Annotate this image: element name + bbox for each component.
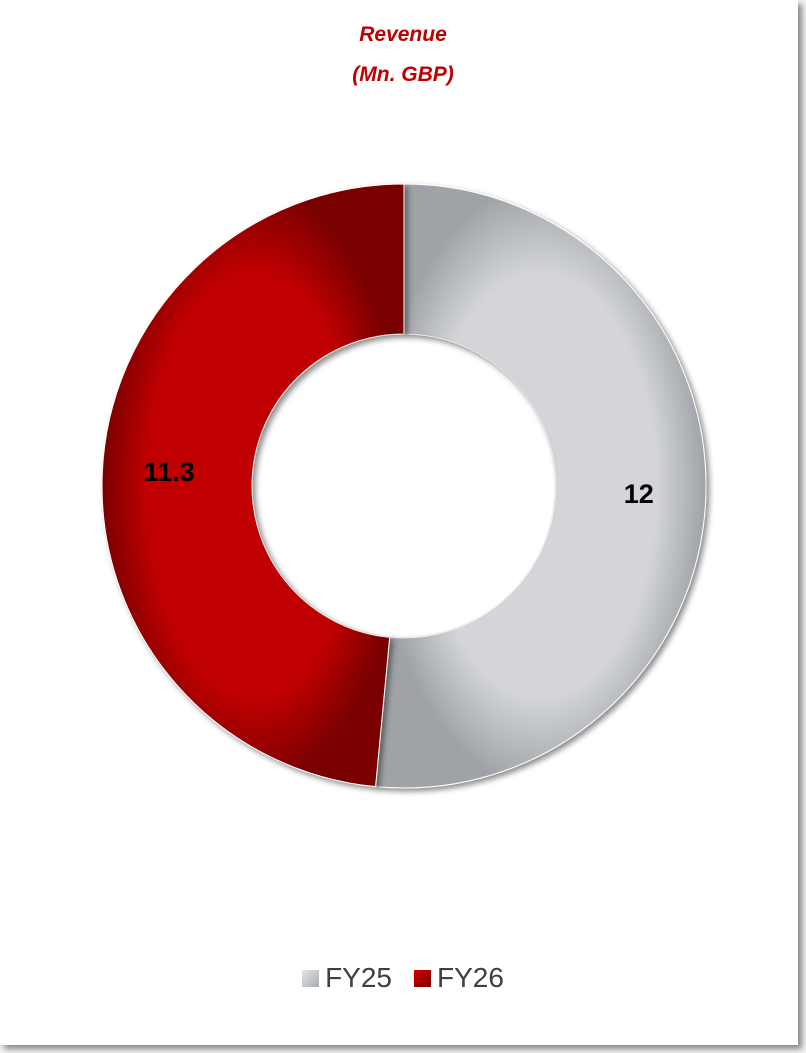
legend-label-fy26: FY26	[437, 962, 504, 993]
chart-subtitle: (Mn. GBP)	[352, 63, 454, 86]
donut-slice-fy26	[101, 183, 405, 788]
donut-slice-fy25	[374, 183, 707, 789]
data-label-fy26: 11.3	[144, 457, 195, 487]
legend-swatch-fy26	[414, 969, 431, 987]
legend-item-fy26: FY26	[414, 962, 504, 994]
data-label-fy25: 12	[624, 479, 654, 509]
chart-legend: FY25 FY26	[0, 962, 806, 994]
legend-swatch-fy25	[302, 969, 320, 987]
legend-item-fy25: FY25	[302, 962, 392, 994]
donut-hole-edge	[251, 333, 557, 639]
chart-title: Revenue	[359, 23, 447, 46]
legend-label-fy25: FY25	[325, 962, 392, 993]
